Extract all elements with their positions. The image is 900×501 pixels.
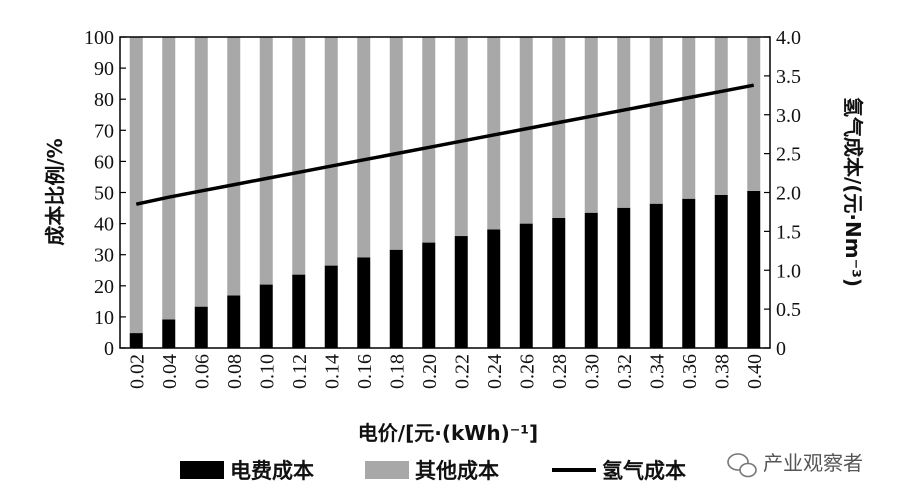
y2tick-label-2.0: 2.0 [776,183,801,205]
y2-axis-title: 氢气成本/(元·Nm⁻³) [841,97,865,287]
xtick-label-0.28: 0.28 [549,354,571,389]
xtick-label-0.30: 0.30 [581,354,603,389]
bar-other-0.06 [194,37,208,307]
ytick-label-20: 20 [94,276,114,298]
y2tick-label-2.5: 2.5 [776,144,801,166]
legend-label-other: 其他成本 [415,459,499,483]
bar-other-0.18 [389,37,403,250]
bar-other-0.02 [129,37,143,334]
bar-electricity-0.36 [682,198,696,348]
bar-electricity-0.34 [649,203,663,348]
xtick-label-0.36: 0.36 [679,354,701,389]
bar-electricity-0.24 [487,229,501,348]
xtick-label-0.26: 0.26 [516,354,538,389]
bar-electricity-0.06 [194,306,208,348]
ytick-label-50: 50 [94,183,114,205]
xtick-label-0.06: 0.06 [191,354,213,389]
ytick-label-0: 0 [104,338,114,360]
xtick-label-0.34: 0.34 [646,354,668,389]
xtick-label-0.20: 0.20 [419,354,441,389]
bar-electricity-0.12 [292,274,306,348]
bar-electricity-0.16 [357,257,371,348]
bar-electricity-0.28 [552,218,566,348]
x-axis-ticks: 0.02 0.04 0.06 0.08 0.10 0.12 0.14 0.16 0.18 0.20… [126,343,766,389]
y2tick-label-3.5: 3.5 [776,66,801,88]
bar-electricity-0.14 [324,265,338,348]
bar-electricity-0.20 [422,242,436,348]
bar-electricity-0.40 [747,190,761,348]
y-axis-title: 成本比例/% [43,138,67,245]
xtick-label-0.38: 0.38 [711,354,733,389]
xtick-label-0.16: 0.16 [354,354,376,389]
bar-other-0.30 [584,37,598,213]
right-axis-ticks: 0 0.5 1.0 1.5 2.0 2.5 3.0 3.5 4.0 [764,27,801,360]
wechat-icon [727,453,757,478]
bar-other-0.10 [259,37,273,285]
bar-electricity-0.18 [389,249,403,348]
ytick-label-40: 40 [94,214,114,236]
ytick-label-100: 100 [84,27,114,49]
ytick-label-70: 70 [94,120,114,142]
xtick-label-0.14: 0.14 [321,354,343,389]
legend-swatch-other [365,461,409,479]
bar-electricity-0.38 [714,194,728,348]
bar-electricity-0.08 [227,295,241,348]
bars-group [129,37,761,348]
bar-electricity-0.30 [584,212,598,348]
xtick-label-0.08: 0.08 [224,354,246,389]
legend: 电费成本 其他成本 氢气成本 [180,459,686,483]
xtick-label-0.10: 0.10 [256,354,278,389]
bar-other-0.36 [682,37,696,199]
ytick-label-80: 80 [94,89,114,111]
xtick-label-0.22: 0.22 [451,354,473,389]
watermark: 产业观察者 [727,451,863,478]
xtick-label-0.18: 0.18 [386,354,408,389]
bar-other-0.28 [552,37,566,218]
legend-swatch-electricity [180,461,224,479]
ytick-label-60: 60 [94,151,114,173]
bar-other-0.32 [617,37,631,208]
bar-electricity-0.02 [129,333,143,348]
xtick-label-0.12: 0.12 [289,354,311,389]
ytick-label-30: 30 [94,245,114,267]
y2tick-label-1.0: 1.0 [776,260,801,282]
xtick-label-0.32: 0.32 [614,354,636,389]
left-axis-ticks: 0 10 20 30 40 50 60 70 80 90 100 [84,27,126,360]
bar-other-0.34 [649,37,663,204]
bar-other-0.04 [162,37,176,320]
y2tick-label-0: 0 [776,338,786,360]
xtick-label-0.40: 0.40 [744,354,766,389]
ytick-label-90: 90 [94,58,114,80]
bar-other-0.16 [357,37,371,258]
line-hydrogen-cost [135,83,755,206]
bar-other-0.08 [227,37,241,296]
xtick-label-0.04: 0.04 [159,354,181,389]
y2tick-label-0.5: 0.5 [776,299,801,321]
xtick-label-0.02: 0.02 [126,354,148,389]
xtick-label-0.24: 0.24 [484,354,506,389]
axes-group [119,36,771,349]
legend-label-electricity: 电费成本 [230,459,314,483]
bar-other-0.38 [714,37,728,195]
bar-other-0.22 [454,37,468,237]
bar-electricity-0.32 [617,207,631,348]
legend-label-hydrogen: 氢气成本 [602,459,686,483]
y2tick-label-3.0: 3.0 [776,105,801,127]
watermark-text: 产业观察者 [763,451,863,475]
y2tick-label-4.0: 4.0 [776,27,801,49]
bar-electricity-0.04 [162,319,176,348]
bar-electricity-0.26 [519,223,533,348]
line-group [135,83,755,206]
plot-frame [119,36,771,349]
y2tick-label-1.5: 1.5 [776,221,801,243]
bar-other-0.40 [747,37,761,191]
ytick-label-10: 10 [94,307,114,329]
x-axis-title: 电价/[元·(kWh)⁻¹] [358,421,538,445]
bar-other-0.20 [422,37,436,243]
bar-electricity-0.22 [454,236,468,348]
bar-other-0.12 [292,37,306,275]
bar-electricity-0.10 [259,284,273,348]
bar-other-0.14 [324,37,338,266]
